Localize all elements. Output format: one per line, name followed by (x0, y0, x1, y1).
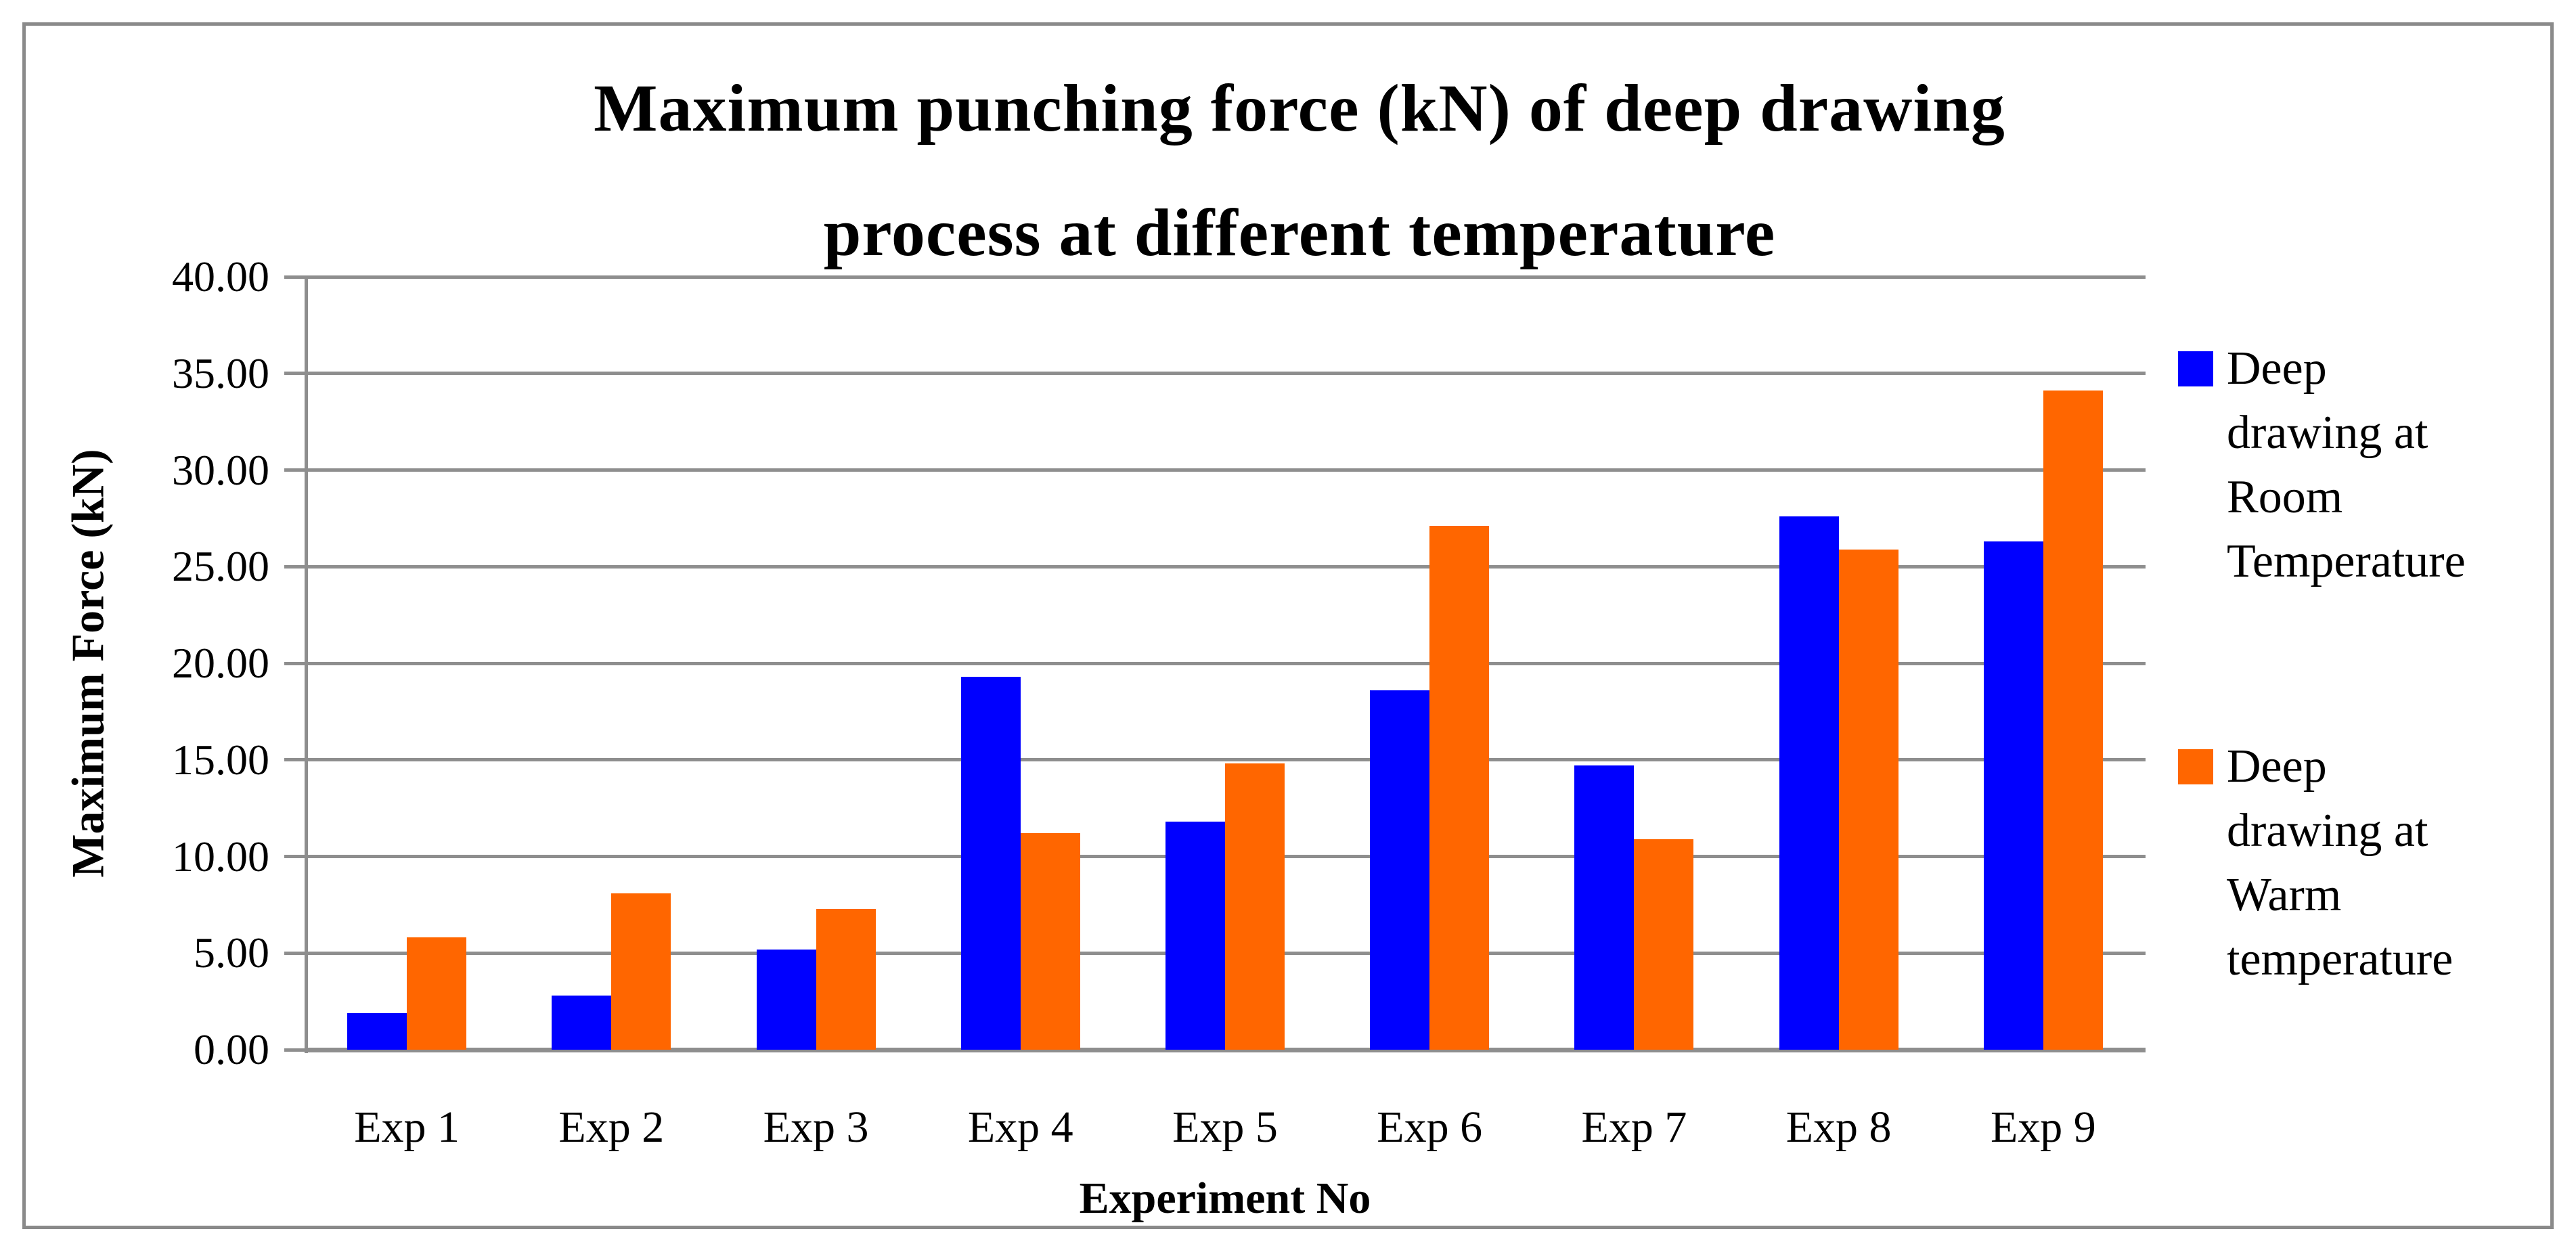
bar-group-exp-7 (1532, 277, 1736, 1050)
gridline (305, 758, 2146, 762)
y-tick-mark (284, 275, 305, 279)
bar-warm-exp-4 (1020, 833, 1080, 1050)
gridline (305, 468, 2146, 472)
y-tick-label: 25.00 (172, 542, 269, 591)
gridline (305, 564, 2146, 569)
bar-group-exp-9 (1941, 277, 2146, 1050)
y-tick-label: 5.00 (194, 929, 269, 977)
bar-room-exp-4 (960, 677, 1021, 1050)
x-tick-label: Exp 4 (967, 1102, 1073, 1152)
gridline (305, 661, 2146, 665)
gridline (305, 275, 2146, 279)
legend-swatch-room (2178, 351, 2213, 386)
y-tick-mark (284, 372, 305, 376)
x-axis-title: Experiment No (1079, 1174, 1371, 1223)
y-axis-line (305, 277, 308, 1053)
y-tick-label: 30.00 (172, 445, 269, 494)
chart-title-line-1: Maximum punching force (kN) of deep draw… (594, 70, 2005, 146)
bar-group-exp-5 (1123, 277, 1327, 1050)
y-tick-mark (284, 1048, 305, 1052)
bar-group-exp-4 (918, 277, 1123, 1050)
y-tick-mark (284, 468, 305, 472)
bar-room-exp-2 (552, 996, 612, 1050)
y-tick-mark (284, 855, 305, 858)
x-tick-label: Exp 2 (558, 1102, 665, 1152)
y-tick-label: 20.00 (172, 639, 269, 687)
y-tick-label: 40.00 (172, 252, 269, 300)
gridline (305, 1047, 2146, 1052)
bar-group-exp-8 (1737, 277, 1941, 1050)
bar-warm-exp-1 (407, 937, 467, 1050)
x-tick-label: Exp 3 (763, 1102, 869, 1152)
x-tick-label: Exp 7 (1581, 1102, 1687, 1152)
bar-warm-exp-3 (816, 908, 876, 1050)
x-tick-label: Exp 5 (1172, 1102, 1278, 1152)
y-tick-mark (284, 661, 305, 665)
legend-item-room: Deep drawing at Room Temperature (2178, 336, 2466, 594)
legend-label-room: Deep drawing at Room Temperature (2227, 342, 2466, 587)
bar-group-exp-3 (713, 277, 918, 1050)
y-tick-label: 15.00 (172, 735, 269, 784)
gridline (305, 372, 2146, 376)
chart-title-line-2: process at different temperature (823, 195, 1776, 270)
y-tick-mark (284, 564, 305, 569)
bar-warm-exp-6 (1429, 526, 1490, 1050)
x-tick-label: Exp 8 (1785, 1102, 1892, 1152)
bar-room-exp-3 (756, 949, 816, 1050)
bar-warm-exp-9 (2043, 391, 2103, 1050)
legend-item-warm: Deep drawing at Warm temperature (2178, 734, 2453, 991)
x-tick-label: Exp 9 (1990, 1102, 2096, 1152)
x-tick-label: Exp 6 (1377, 1102, 1483, 1152)
bar-room-exp-1 (347, 1012, 407, 1050)
y-tick-label: 35.00 (172, 349, 269, 397)
bar-warm-exp-5 (1224, 763, 1285, 1050)
y-tick-label: 10.00 (172, 832, 269, 881)
bar-group-exp-6 (1327, 277, 1532, 1050)
bar-room-exp-8 (1779, 516, 1839, 1050)
bar-room-exp-6 (1370, 690, 1430, 1050)
bar-warm-exp-2 (611, 893, 671, 1050)
bar-room-exp-9 (1983, 541, 2043, 1050)
legend: Deep drawing at Room Temperature Deep drawing… (2178, 0, 2557, 1248)
legend-label-warm: Deep drawing at Warm temperature (2227, 740, 2453, 985)
bar-room-exp-5 (1165, 822, 1225, 1050)
y-tick-mark (284, 951, 305, 955)
chart-title: Maximum punching force (kN) of deep draw… (23, 46, 2576, 295)
y-tick-mark (284, 758, 305, 762)
bar-warm-exp-8 (1838, 549, 1898, 1050)
x-tick-label: Exp 1 (354, 1102, 460, 1152)
y-tick-label: 0.00 (194, 1025, 269, 1073)
bar-group-exp-2 (509, 277, 713, 1050)
legend-swatch-warm (2178, 749, 2213, 784)
bar-warm-exp-7 (1634, 839, 1694, 1050)
bar-group-exp-1 (305, 277, 509, 1050)
bar-room-exp-7 (1574, 765, 1635, 1050)
